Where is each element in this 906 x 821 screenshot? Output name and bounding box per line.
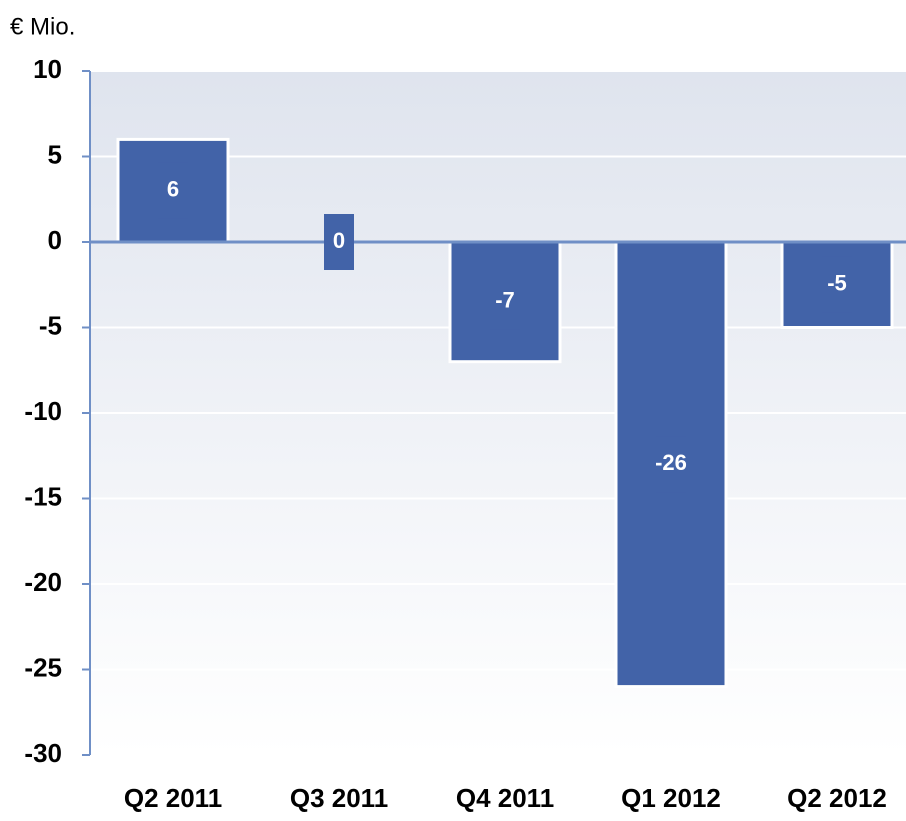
x-tick-label: Q1 2012 — [621, 783, 721, 813]
y-tick-label: -20 — [24, 567, 62, 597]
y-tick-label: -15 — [24, 481, 62, 511]
value-label: -7 — [495, 288, 515, 313]
label-background — [656, 436, 686, 493]
value-label: -5 — [827, 271, 847, 296]
x-tick-label: Q2 2011 — [124, 783, 222, 813]
x-tick-label: Q2 2012 — [787, 783, 887, 813]
x-tick-label: Q4 2011 — [456, 783, 554, 813]
y-tick-label: -25 — [24, 652, 62, 682]
value-label: 0 — [333, 228, 345, 253]
label-background — [158, 162, 188, 219]
y-tick-label: 0 — [48, 225, 62, 255]
y-tick-label: -5 — [39, 310, 62, 340]
y-tick-label: -10 — [24, 396, 62, 426]
label-background — [490, 273, 520, 330]
label-background — [324, 214, 354, 270]
unit-label: € Mio. — [10, 13, 75, 40]
value-label: -26 — [655, 450, 687, 475]
x-tick-label: Q3 2011 — [290, 783, 388, 813]
y-tick-label: 5 — [48, 139, 62, 169]
label-background — [822, 256, 852, 313]
y-tick-label: 10 — [33, 54, 62, 84]
y-tick-label: -30 — [24, 738, 62, 768]
value-label: 6 — [167, 177, 179, 202]
